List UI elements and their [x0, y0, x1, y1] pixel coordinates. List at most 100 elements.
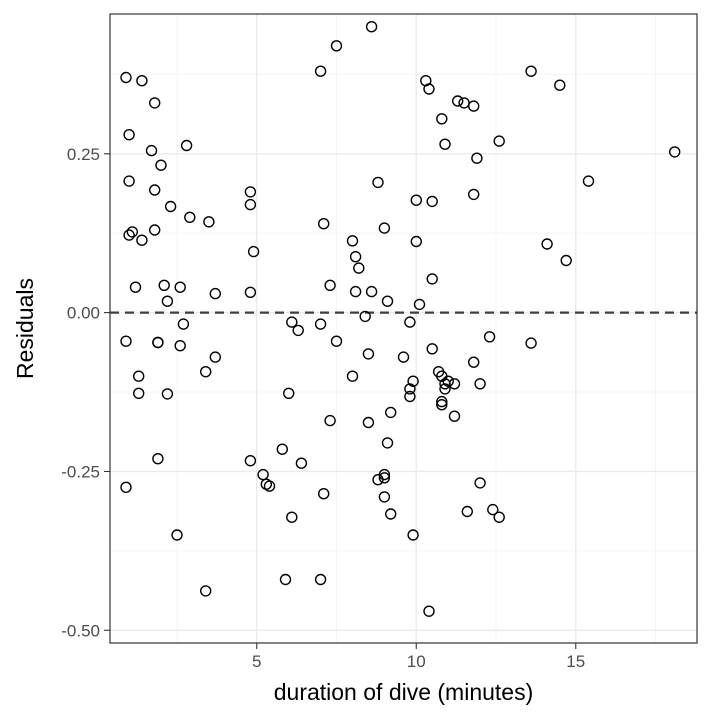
data-point	[209, 351, 222, 363]
data-point	[385, 508, 397, 520]
data-point	[136, 74, 148, 87]
y-axis: -0.50 -0.25 0.00 0.25	[61, 145, 110, 640]
data-point	[353, 262, 365, 274]
data-point	[171, 529, 183, 541]
data-point	[123, 128, 135, 141]
data-point	[439, 383, 451, 395]
data-point	[346, 235, 359, 247]
data-point	[199, 366, 212, 378]
data-point	[423, 605, 435, 617]
data-point	[407, 375, 419, 387]
data-point	[426, 343, 438, 355]
data-point	[330, 40, 343, 52]
data-point	[244, 198, 257, 211]
data-point	[404, 383, 416, 395]
data-point	[439, 138, 451, 150]
data-point	[161, 388, 174, 400]
data-point	[397, 351, 410, 363]
data-point	[314, 573, 327, 586]
data-point	[126, 226, 139, 238]
data-point	[554, 79, 566, 91]
data-point	[120, 71, 132, 84]
data-point	[461, 505, 473, 518]
data-point	[436, 395, 448, 408]
data-point	[452, 95, 464, 107]
data-point	[423, 83, 435, 95]
data-point	[174, 340, 186, 352]
data-point	[161, 295, 174, 307]
data-point	[203, 216, 215, 228]
data-point	[148, 224, 161, 236]
data-point	[426, 195, 438, 208]
data-point	[314, 65, 327, 77]
data-point	[413, 298, 426, 311]
data-point	[468, 188, 480, 201]
data-point	[283, 387, 295, 399]
data-point	[318, 217, 330, 230]
data-point	[148, 97, 161, 109]
data-point	[244, 286, 257, 298]
data-point	[381, 295, 394, 307]
data-point	[330, 335, 343, 347]
data-point	[407, 529, 419, 541]
data-point	[292, 324, 304, 337]
data-point	[247, 245, 260, 258]
data-point	[541, 238, 553, 250]
data-point	[381, 437, 394, 449]
data-point	[120, 335, 132, 347]
data-point	[123, 229, 135, 241]
data-point	[669, 146, 681, 158]
data-point	[324, 414, 336, 427]
data-point	[404, 390, 416, 403]
x-tick-label: 15	[566, 652, 585, 671]
data-point	[471, 152, 483, 164]
data-point	[148, 184, 161, 196]
data-point	[378, 472, 391, 484]
data-point	[362, 416, 375, 429]
data-point	[436, 113, 448, 125]
data-point	[244, 186, 257, 198]
data-point	[295, 457, 308, 469]
data-point	[372, 176, 384, 189]
data-point	[474, 477, 486, 489]
data-point	[487, 503, 499, 516]
data-point	[436, 399, 448, 411]
data-point	[365, 285, 378, 298]
data-point	[145, 144, 158, 157]
minor-gridlines	[110, 14, 697, 643]
data-point	[244, 455, 257, 467]
data-point	[314, 318, 327, 330]
y-tick-label: -0.50	[61, 621, 100, 640]
data-point	[152, 336, 164, 349]
data-point	[209, 287, 222, 300]
data-point	[372, 474, 384, 486]
data-point	[263, 480, 276, 492]
y-tick-label: -0.25	[61, 462, 100, 481]
data-point	[155, 159, 167, 171]
y-tick-label: 0.00	[67, 304, 100, 323]
data-point	[468, 356, 480, 368]
plot-panel-border	[109, 13, 698, 644]
x-axis-title: duration of dive (minutes)	[274, 679, 534, 705]
data-point	[132, 387, 145, 399]
data-point	[132, 370, 145, 382]
data-point	[129, 281, 142, 293]
data-point	[152, 453, 164, 465]
y-axis-title: Residuals	[12, 278, 38, 379]
data-point	[279, 573, 292, 586]
data-point	[120, 481, 132, 493]
data-point	[378, 222, 391, 234]
data-point	[378, 491, 391, 503]
data-point	[582, 175, 595, 187]
data-point	[123, 175, 135, 187]
y-tick-label: 0.25	[67, 145, 100, 164]
data-point	[174, 281, 186, 293]
data-point	[158, 279, 170, 291]
data-point	[164, 200, 177, 213]
data-point	[448, 410, 461, 422]
data-point	[199, 585, 212, 597]
x-axis: 5 10 15	[252, 643, 585, 671]
data-point	[474, 378, 486, 390]
